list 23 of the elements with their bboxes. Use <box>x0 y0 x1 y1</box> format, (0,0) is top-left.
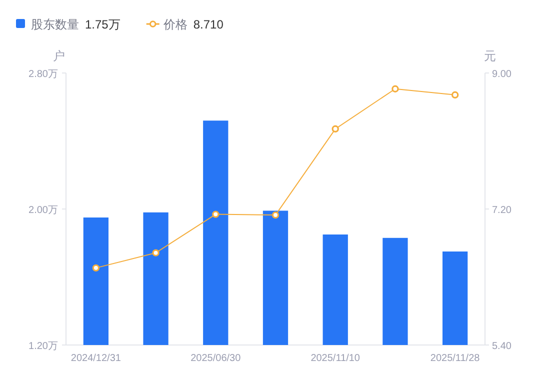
x-tick-label: 2025/11/28 <box>430 353 480 364</box>
point <box>451 91 459 99</box>
point <box>152 249 160 256</box>
y-tick-label: 2.00万 <box>28 205 58 216</box>
text: 1.75万 <box>85 18 120 32</box>
legend-label: 股东数量 <box>31 18 79 32</box>
legend-label: 价格 <box>162 18 188 32</box>
y2-tick-label: 5.40 <box>492 341 512 352</box>
point <box>92 264 100 272</box>
text: 8.710 <box>193 18 224 32</box>
y2-tick-label: 7.20 <box>492 205 512 216</box>
x-tick-label: 2025/06/30 <box>190 353 242 364</box>
y-tick-label: 2.80万 <box>28 69 58 80</box>
y-axis-title: 户 <box>53 49 65 63</box>
point <box>332 125 339 133</box>
x-tick-label: 2024/12/31 <box>70 353 122 364</box>
y2-axis-title: 元 <box>484 49 496 63</box>
y-tick-label: 1.20万 <box>28 341 58 352</box>
y2-tick-label: 9.00 <box>492 69 512 80</box>
x-tick-label: 2025/11/10 <box>310 353 360 364</box>
point <box>212 210 220 218</box>
point <box>392 85 399 92</box>
point <box>272 211 280 219</box>
